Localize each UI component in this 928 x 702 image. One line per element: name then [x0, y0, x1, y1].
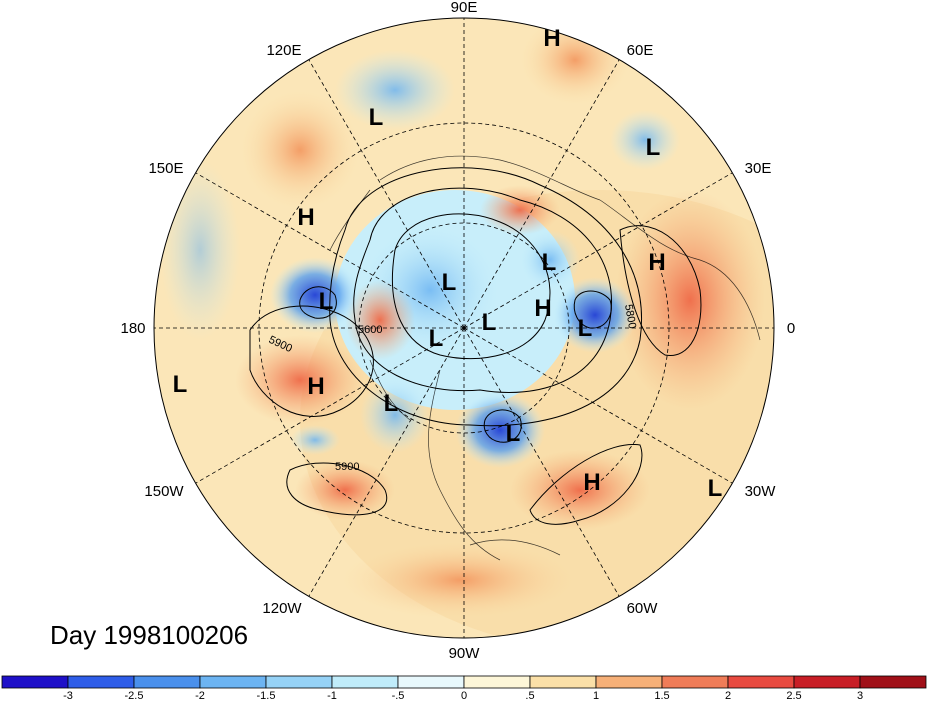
colorbar-tick-label: 1 — [593, 690, 599, 702]
low-center: L — [173, 371, 188, 398]
contour-label-5800: 5800 — [622, 303, 638, 329]
colorbar-swatch — [595, 675, 663, 689]
low-center: L — [708, 475, 723, 502]
longitude-labels: 90E 60E 30E 0 30W 60W 90W 120W 150W 180 … — [120, 0, 795, 662]
colorbar-tick-label: -1 — [327, 690, 337, 702]
low-center: L — [369, 104, 384, 131]
colorbar-swatch — [67, 675, 135, 689]
colorbar-tick-label: -.5 — [392, 690, 405, 702]
lon-label-120w: 120W — [262, 600, 302, 617]
low-center: L — [542, 249, 557, 276]
colorbar-swatch — [463, 675, 531, 689]
colorbar-tick-label: 2 — [725, 690, 731, 702]
colorbar-tick-label: .5 — [525, 690, 534, 702]
colorbar-tick-label: 3 — [857, 690, 863, 702]
lon-label-150w: 150W — [144, 483, 184, 500]
lon-label-150e: 150E — [148, 160, 183, 177]
low-center: L — [319, 288, 334, 315]
colorbar-swatch — [133, 675, 201, 689]
lon-label-180: 180 — [120, 320, 145, 337]
lon-label-120e: 120E — [266, 42, 301, 59]
colorbar-swatch — [727, 675, 795, 689]
colorbar-swatch — [661, 675, 729, 689]
low-center: L — [384, 390, 399, 417]
colorbar-tick-label: -2.5 — [125, 690, 144, 702]
low-center: L — [646, 134, 661, 161]
map-border — [153, 17, 775, 639]
colorbar-swatch — [397, 675, 465, 689]
lon-label-60e: 60E — [627, 42, 654, 59]
colorbar-tick-label: -2 — [195, 690, 205, 702]
high-center: H — [297, 204, 314, 231]
colorbar-swatch — [793, 675, 861, 689]
day-title: Day 1998100206 — [50, 620, 249, 650]
lon-label-60w: 60W — [627, 600, 659, 617]
colorbar-swatch — [331, 675, 399, 689]
low-center: L — [429, 325, 444, 352]
colorbar: -3 -2.5 -2 -1.5 -1 -.5 0 .5 1 1.5 2 2.5 3 — [1, 675, 927, 702]
low-center: L — [442, 269, 457, 296]
pressure-centers: H L L H H L L L H L L L H L L L H L — [173, 25, 723, 502]
colorbar-tick-label: -1.5 — [257, 690, 276, 702]
lon-label-30w: 30W — [745, 483, 777, 500]
low-center: L — [482, 309, 497, 336]
lon-label-0: 0 — [787, 320, 795, 337]
graticule — [154, 18, 774, 638]
colorbar-tick-label: 0 — [461, 690, 467, 702]
lon-label-30e: 30E — [745, 160, 772, 177]
colorbar-swatch — [199, 675, 267, 689]
high-center: H — [648, 249, 665, 276]
lon-label-90w: 90W — [449, 645, 481, 662]
low-center: L — [506, 420, 521, 447]
colorbar-swatch — [529, 675, 597, 689]
contour-label-5900-south: 5900 — [335, 461, 359, 473]
colorbar-tick-label: 2.5 — [786, 690, 801, 702]
colorbar-tick-label: -3 — [63, 690, 73, 702]
colorbar-swatch — [265, 675, 333, 689]
colorbar-swatch — [1, 675, 69, 689]
high-center: H — [583, 469, 600, 496]
lon-label-90e: 90E — [451, 0, 478, 16]
colorbar-tick-label: 1.5 — [654, 690, 669, 702]
coastlines — [329, 155, 761, 561]
high-center: H — [543, 25, 560, 52]
contour-label-5600: 5600 — [358, 324, 382, 336]
low-center: L — [578, 315, 593, 342]
high-center: H — [307, 373, 324, 400]
high-center: H — [534, 295, 551, 322]
height-contours — [249, 167, 702, 525]
colorbar-swatch — [859, 675, 927, 689]
